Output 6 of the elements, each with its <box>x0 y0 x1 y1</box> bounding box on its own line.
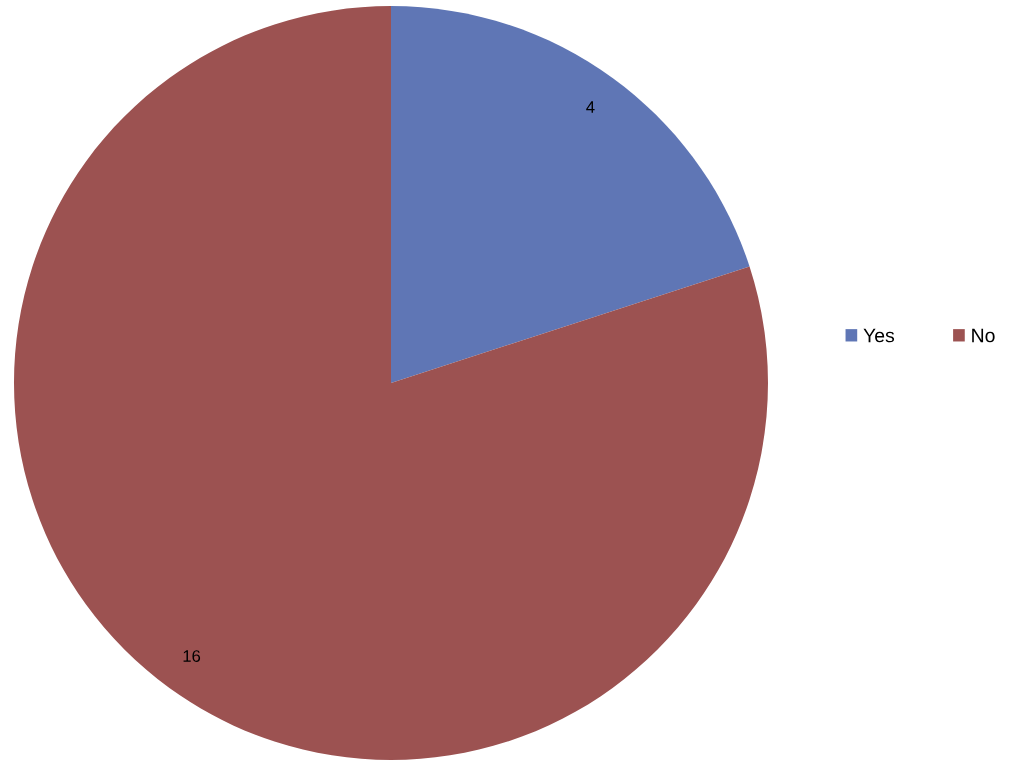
pie-slice <box>14 6 768 760</box>
data-label: 4 <box>586 101 595 113</box>
pie-slice <box>391 6 750 383</box>
data-label: 16 <box>183 650 201 662</box>
legend-label: Yes <box>863 328 895 343</box>
legend-label: No <box>972 328 995 343</box>
